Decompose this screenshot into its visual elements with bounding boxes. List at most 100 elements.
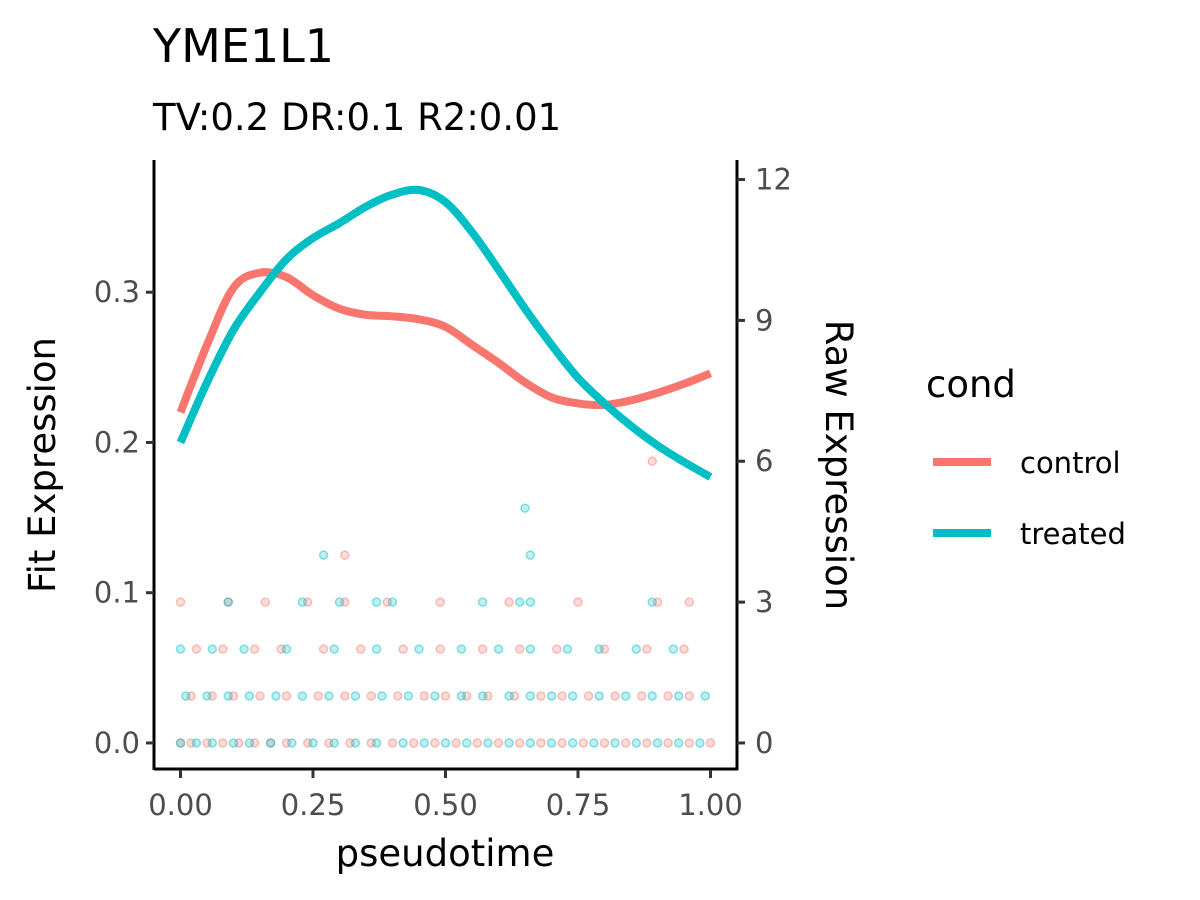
raw-point-treated	[567, 738, 578, 748]
raw-point-control	[249, 644, 260, 654]
raw-point-control	[477, 644, 488, 654]
raw-point-control	[175, 738, 186, 748]
raw-point-control	[419, 691, 430, 701]
raw-point-control	[514, 644, 525, 654]
raw-point-control	[599, 738, 610, 748]
raw-point-treated	[403, 691, 414, 701]
raw-point-control	[408, 738, 419, 748]
raw-point-control	[302, 597, 313, 607]
raw-point-control	[636, 691, 647, 701]
raw-point-treated	[493, 644, 504, 654]
raw-point-treated	[546, 738, 557, 748]
raw-point-treated	[377, 691, 387, 701]
raw-point-control	[340, 597, 350, 607]
raw-point-treated	[440, 738, 451, 748]
raw-point-control	[255, 691, 265, 701]
raw-point-control	[573, 597, 583, 607]
raw-point-treated	[456, 691, 467, 701]
y-tick-label: 0.3	[94, 275, 140, 309]
raw-point-control	[218, 644, 228, 654]
raw-point-control	[642, 738, 652, 748]
raw-point-control	[366, 738, 377, 748]
raw-point-treated	[244, 738, 255, 748]
raw-point-treated	[239, 644, 249, 654]
legend-label-control: control	[1020, 446, 1121, 480]
raw-point-control	[514, 738, 525, 748]
raw-point-control	[684, 738, 695, 748]
fit-lines-layer	[176, 185, 713, 481]
raw-point-control	[430, 738, 440, 748]
raw-point-control	[583, 691, 594, 701]
raw-point-control	[451, 738, 461, 748]
y-tick-label: 0.1	[94, 576, 140, 610]
raw-point-control	[610, 691, 620, 701]
raw-point-control	[366, 691, 377, 701]
legend-label-treated: treated	[1020, 517, 1126, 551]
raw-point-control	[663, 691, 673, 701]
legend-title: cond	[926, 363, 1016, 406]
raw-point-treated	[668, 644, 679, 654]
raw-point-control	[313, 691, 324, 701]
raw-point-control	[493, 738, 504, 748]
raw-point-control	[281, 738, 292, 748]
raw-point-control	[218, 738, 228, 748]
raw-point-treated	[631, 644, 642, 654]
raw-point-control	[382, 597, 392, 607]
raw-point-control	[281, 691, 292, 701]
raw-point-treated	[647, 691, 657, 701]
x-axis-title: pseudotime	[336, 832, 555, 875]
raw-point-control	[705, 738, 716, 748]
raw-point-treated	[477, 597, 488, 607]
raw-point-treated	[673, 691, 684, 701]
raw-point-treated	[567, 691, 578, 701]
raw-point-treated	[324, 691, 334, 701]
raw-point-control	[440, 691, 451, 701]
raw-point-control	[435, 644, 445, 654]
y-right-tick-label: 0	[755, 726, 773, 760]
raw-point-control	[234, 738, 244, 748]
raw-point-control	[340, 691, 350, 701]
raw-point-treated	[504, 691, 514, 701]
raw-point-treated	[191, 738, 202, 748]
y-right-tick-label: 9	[755, 303, 773, 337]
raw-point-treated	[334, 597, 345, 607]
raw-point-treated	[175, 644, 186, 654]
raw-point-control	[175, 597, 186, 607]
raw-point-control	[472, 738, 483, 748]
raw-point-treated	[430, 691, 440, 701]
raw-point-treated	[647, 597, 657, 607]
raw-point-control	[302, 738, 313, 748]
raw-point-treated	[477, 691, 488, 701]
raw-point-treated	[371, 644, 382, 654]
raw-point-treated	[419, 738, 430, 748]
raw-point-treated	[244, 691, 255, 701]
raw-point-treated	[483, 738, 493, 748]
raw-point-treated	[207, 644, 218, 654]
raw-point-control	[318, 644, 329, 654]
raw-point-control	[599, 644, 610, 654]
raw-point-control	[249, 738, 260, 748]
raw-point-treated	[371, 738, 382, 748]
x-tick-label: 0.25	[281, 788, 346, 822]
raw-point-control	[509, 691, 520, 701]
raw-point-control	[504, 597, 514, 607]
raw-point-treated	[387, 597, 398, 607]
raw-point-treated	[546, 691, 557, 701]
raw-point-treated	[329, 644, 339, 654]
raw-point-treated	[594, 691, 604, 701]
raw-point-control	[620, 738, 631, 748]
raw-point-treated	[695, 738, 705, 748]
raw-point-control	[679, 644, 689, 654]
y-right-tick-label: 3	[755, 585, 773, 619]
x-tick-label: 0.50	[413, 788, 478, 822]
raw-point-control	[191, 644, 202, 654]
raw-point-treated	[673, 738, 684, 748]
raw-point-treated	[329, 738, 339, 748]
raw-point-treated	[228, 738, 239, 748]
chart-subtitle: TV:0.2 DR:0.1 R2:0.01	[152, 96, 561, 139]
raw-point-treated	[350, 691, 361, 701]
raw-point-treated	[350, 738, 361, 748]
raw-point-treated	[297, 597, 308, 607]
raw-point-control	[647, 456, 657, 466]
raw-point-treated	[525, 738, 536, 748]
